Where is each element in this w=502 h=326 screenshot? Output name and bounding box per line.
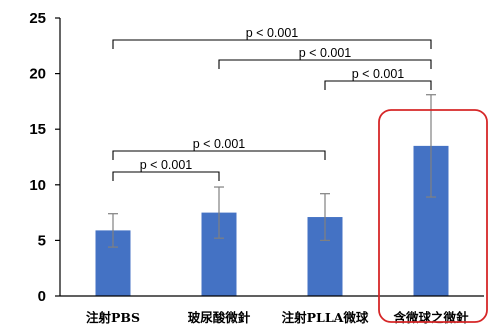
p-value-label: p < 0.001 — [193, 137, 246, 151]
x-category-label: 注射PBS — [86, 310, 140, 325]
significance-bracket — [324, 80, 432, 90]
x-category-label: 玻尿酸微針 — [188, 310, 251, 325]
significance-bracket — [218, 59, 432, 69]
p-value-label: p < 0.001 — [352, 67, 405, 81]
highlight-box — [378, 109, 488, 323]
y-tick-label: 20 — [29, 66, 46, 83]
y-tick-label: 15 — [29, 121, 46, 138]
y-tick-label: 10 — [29, 177, 46, 194]
p-value-label: p < 0.001 — [299, 46, 352, 60]
y-tick-label: 25 — [29, 10, 46, 27]
error-bars — [108, 94, 436, 248]
x-category-label: 注射PLLA微球 — [282, 310, 369, 325]
highlight-frame — [378, 109, 488, 323]
y-axis: 0 5 10 15 20 25 — [29, 10, 61, 305]
p-value-label: p < 0.001 — [246, 26, 299, 40]
y-tick-label: 0 — [38, 288, 46, 305]
significance-bracket — [112, 150, 326, 160]
significance-bracket — [112, 171, 220, 181]
x-axis: 注射PBS 玻尿酸微針 注射PLLA微球 含微球之微針 — [60, 295, 484, 325]
significance-bracket — [112, 39, 432, 49]
p-value-label: p < 0.001 — [140, 158, 193, 172]
y-tick-label: 5 — [38, 232, 46, 249]
